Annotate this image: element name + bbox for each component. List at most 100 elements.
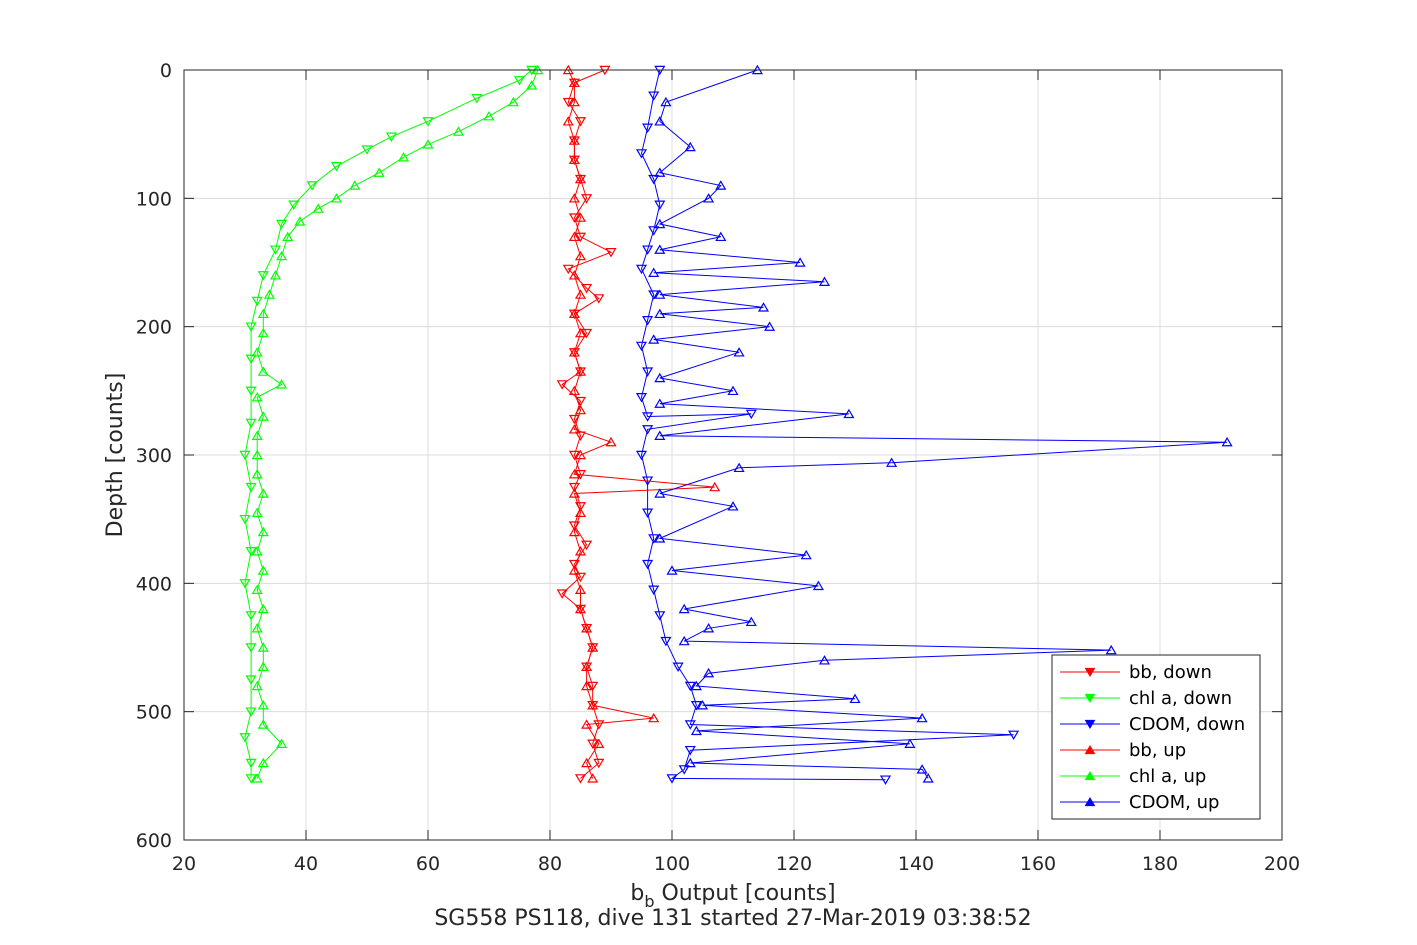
y-tick-label: 400: [136, 573, 172, 595]
series-point-cdom-up: [733, 347, 745, 357]
series-point-chl-a-down: [306, 181, 318, 191]
series-point-bb-up: [648, 712, 660, 723]
series-point-chl-a-up: [526, 80, 538, 90]
series-point-cdom-up: [812, 580, 824, 591]
series-point-chl-a-down: [245, 774, 257, 784]
series-point-bb-up: [593, 738, 605, 748]
series-point-cdom-up: [690, 680, 702, 691]
series-point-cdom-down: [684, 720, 696, 730]
series-point-bb-down: [568, 213, 580, 223]
series-point-bb-down: [574, 572, 587, 583]
series-point-chl-a-up: [282, 231, 294, 242]
series-point-chl-a-up: [312, 203, 324, 213]
series-point-bb-up: [568, 96, 580, 107]
series-point-cdom-up: [886, 457, 898, 467]
series-point-bb-up: [581, 661, 593, 671]
series-point-cdom-up: [727, 385, 739, 396]
series-point-chl-a-up: [251, 584, 263, 594]
series-point-bb-up: [581, 623, 593, 633]
series-point-cdom-down: [635, 149, 648, 159]
series-point-chl-a-down: [245, 322, 257, 332]
series-point-bb-down: [568, 414, 580, 425]
series-point-cdom-up: [916, 764, 928, 774]
series-point-chl-a-down: [513, 76, 526, 86]
series-point-chl-a-down: [361, 145, 373, 155]
series-point-bb-down: [574, 774, 587, 784]
series-point-bb-up: [587, 700, 599, 710]
series-point-bb-down: [605, 248, 617, 258]
y-axis-title: Depth [counts]: [103, 373, 128, 538]
legend-label-chl-a-down: chl a, down: [1129, 688, 1232, 709]
series-point-cdom-down: [684, 681, 696, 692]
series-point-bb-up: [568, 193, 580, 203]
series-point-bb-up: [568, 77, 580, 88]
series-point-cdom-up: [654, 116, 666, 126]
series-point-chl-a-up: [251, 347, 263, 357]
series-point-chl-a-up: [276, 250, 288, 261]
ticks: 20 40 60 80 100 120 140 160 180 200 0 100 200 300 400 5…: [136, 60, 1300, 875]
series-point-cdom-up: [648, 267, 660, 277]
series-point-bb-up: [568, 565, 580, 575]
series-point-cdom-up: [654, 244, 666, 254]
series-point-chl-a-down: [245, 611, 257, 621]
series-point-chl-a-down: [471, 94, 483, 104]
legend-label-bb-up: bb, up: [1129, 740, 1186, 761]
series-point-bb-up: [605, 436, 617, 447]
series-point-chl-a-up: [422, 139, 434, 149]
series-point-bb-up: [568, 154, 580, 165]
series-point-cdom-up: [684, 757, 696, 768]
series-line-cdom-down: [640, 69, 1014, 781]
series-point-cdom-down: [690, 701, 702, 711]
legend: bb, down chl a, down CDOM, down bb, up chl a…: [1051, 654, 1261, 820]
series-point-cdom-down: [642, 412, 654, 422]
series-point-chl-a-down: [385, 132, 397, 142]
legend-marker-chl-a-up: [1084, 770, 1096, 781]
x-tick-label: 80: [538, 853, 562, 875]
series-point-cdom-up: [696, 700, 709, 710]
series-point-cdom-down: [648, 534, 660, 544]
series-point-chl-a-up: [251, 430, 263, 440]
series-point-chl-a-down: [251, 296, 263, 307]
series-point-cdom-up: [849, 693, 861, 704]
series-point-cdom-up: [678, 635, 690, 646]
series-point-bb-up: [568, 135, 580, 145]
series-point-cdom-up: [727, 501, 739, 511]
x-axis-title-suffix: Output [counts]: [655, 881, 836, 906]
series-point-bb-up: [574, 404, 587, 415]
series-point-chl-a-down: [245, 675, 257, 685]
legend-label-bb-down: bb, down: [1129, 662, 1212, 683]
series-point-cdom-down: [648, 290, 660, 300]
y-tick-label: 100: [136, 188, 172, 210]
series-point-cdom-up: [654, 372, 666, 383]
legend-marker-bb-down: [1084, 667, 1096, 678]
series-point-chl-a-up: [276, 738, 288, 748]
series-point-chl-a-down: [245, 707, 257, 717]
series-point-cdom-up: [715, 180, 727, 190]
x-tick-label: 40: [294, 853, 318, 875]
data-layer: [239, 64, 1233, 785]
series-point-cdom-down: [745, 409, 757, 420]
series-line-bb-up: [567, 69, 715, 779]
series-point-chl-a-down: [245, 386, 257, 397]
series-point-cdom-down: [642, 316, 654, 326]
series-point-chl-a-up: [251, 680, 263, 691]
series-point-chl-a-down: [288, 200, 300, 210]
series-point-bb-up: [568, 308, 580, 319]
series-point-chl-a-up: [257, 327, 269, 338]
series-point-cdom-down: [684, 745, 696, 756]
chart-caption: SG558 PS118, dive 131 started 27-Mar-201…: [434, 906, 1031, 931]
series-point-chl-a-down: [269, 245, 282, 255]
series-point-cdom-down: [678, 765, 690, 775]
series-point-cdom-down: [642, 425, 654, 435]
series-point-bb-up: [574, 507, 587, 517]
series-point-bb-up: [574, 584, 587, 594]
series-point-bb-down: [556, 589, 568, 599]
x-axis-title-subscript: b: [644, 892, 654, 911]
series-point-bb-down: [593, 294, 605, 304]
series-point-cdom-up: [654, 308, 666, 319]
x-axis-title-base: b: [630, 881, 644, 906]
series-point-cdom-up: [703, 667, 715, 678]
series-point-chl-a-up: [251, 392, 263, 402]
series-point-chl-a-up: [483, 110, 495, 121]
series-point-cdom-up: [654, 430, 666, 440]
